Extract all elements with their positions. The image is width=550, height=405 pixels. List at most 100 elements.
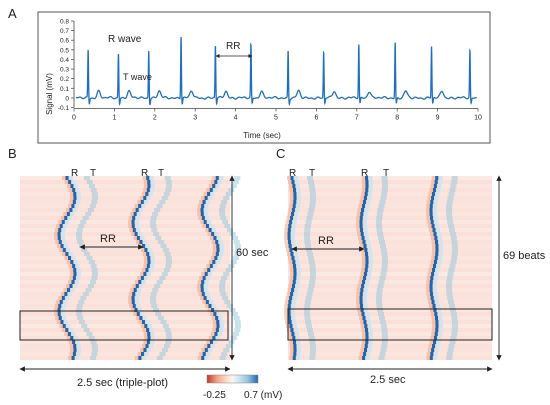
heatmap-post-r <box>368 192 373 196</box>
heatmap-t-wave <box>219 280 226 284</box>
heatmap-post-r <box>208 196 213 200</box>
heatmap-r-peak <box>433 184 437 188</box>
heatmap-post-r <box>74 204 79 208</box>
heatmap-post-r <box>291 316 296 320</box>
heatmap-t-wave <box>450 184 457 188</box>
heatmap-post-r <box>296 188 301 192</box>
heatmap-post-r <box>366 276 371 280</box>
heatmap-c <box>284 176 492 360</box>
heatmap-row <box>20 300 230 304</box>
heatmap-t-wave <box>305 320 312 324</box>
heatmap-r-peak <box>289 324 293 328</box>
heatmap-post-r <box>296 348 301 352</box>
heatmap-post-r <box>204 356 209 360</box>
heatmap-t-wave <box>451 252 458 256</box>
heatmap-t-wave <box>88 336 95 340</box>
colorbar-min-label: -0.25 <box>203 390 226 401</box>
heatmap-t-wave <box>306 216 313 220</box>
peak-label-c-t1: T <box>309 168 315 179</box>
heatmap-r-peak <box>201 356 205 360</box>
heatmap-t-wave <box>451 256 458 260</box>
heatmap-t-wave <box>150 224 157 228</box>
heatmap-r-peak <box>435 252 439 256</box>
heatmap-r-peak <box>204 272 208 276</box>
duration-label-b: 60 sec <box>236 247 269 259</box>
heatmap-r-peak <box>138 280 142 284</box>
heatmap-post-r <box>295 260 300 264</box>
heatmap-post-r <box>367 196 372 200</box>
heatmap-post-r <box>291 236 296 240</box>
heatmap-t-wave <box>165 332 172 336</box>
heatmap-t-wave <box>381 192 388 196</box>
heatmap-r-peak <box>293 196 297 200</box>
heatmap-t-wave <box>449 188 456 192</box>
heatmap-t-wave <box>90 188 97 192</box>
time-span-label-c: 2.5 sec <box>370 374 406 386</box>
heatmap-t-wave <box>155 312 162 316</box>
heatmap-post-r <box>67 216 72 220</box>
heatmap-r-peak <box>132 292 136 296</box>
heatmap-r-peak <box>365 180 369 184</box>
heatmap-post-r <box>436 308 441 312</box>
heatmap-r-peak <box>208 228 212 232</box>
heatmap-t-wave <box>308 184 315 188</box>
heatmap-post-r <box>67 292 72 296</box>
heatmap-r-peak <box>287 240 291 244</box>
heatmap-r-peak <box>434 180 438 184</box>
heatmap-r-peak <box>214 180 218 184</box>
heatmap-t-wave <box>449 340 456 344</box>
heatmap-t-wave <box>378 236 385 240</box>
heatmap-r-peak <box>135 208 139 212</box>
heatmap-row <box>20 264 230 268</box>
heatmap-r-peak <box>363 272 367 276</box>
heatmap-row <box>288 296 492 300</box>
heatmap-r-peak <box>202 276 206 280</box>
heatmap-t-wave <box>376 224 383 228</box>
heatmap-r-peak <box>205 300 209 304</box>
heatmap-post-r <box>363 220 368 224</box>
heatmap-r-peak <box>292 356 296 360</box>
heatmap-t-wave <box>77 316 84 320</box>
ecg-y-tick-label: 0 <box>65 95 69 102</box>
heatmap-post-r <box>434 348 439 352</box>
heatmap-t-wave <box>447 272 454 276</box>
heatmap-post-r <box>76 276 81 280</box>
heatmap-t-wave <box>381 180 388 184</box>
heatmap-t-wave <box>381 184 388 188</box>
heatmap-t-wave <box>304 316 311 320</box>
heatmap-t-wave <box>160 244 167 248</box>
heatmap-post-r <box>296 200 301 204</box>
heatmap-post-r <box>434 196 439 200</box>
heatmap-r-peak <box>365 336 369 340</box>
heatmap-row <box>288 288 492 292</box>
heatmap-post-r <box>215 336 220 340</box>
peak-label-b-t2: T <box>158 168 164 179</box>
heatmap-t-wave <box>76 312 83 316</box>
heatmap-post-r <box>150 264 155 268</box>
heatmap-t-wave <box>308 208 315 212</box>
heatmap-post-r <box>210 268 215 272</box>
heatmap-post-r <box>438 316 443 320</box>
heatmap-post-r <box>65 220 70 224</box>
heatmap-post-r <box>76 196 81 200</box>
heatmap-r-peak <box>291 208 295 212</box>
heatmap-post-r <box>135 224 140 228</box>
heatmap-r-peak <box>134 308 138 312</box>
heatmap-t-wave <box>307 212 314 216</box>
heatmap-post-r <box>218 240 223 244</box>
heatmap-post-r <box>137 308 142 312</box>
heatmap-r-peak <box>361 312 365 316</box>
heatmap-post-r <box>149 252 154 256</box>
heatmap-post-r <box>436 232 441 236</box>
heatmap-r-peak <box>430 220 434 224</box>
heatmap-row <box>20 240 230 244</box>
heatmap-post-r <box>205 292 210 296</box>
heatmap-r-peak <box>433 260 437 264</box>
heatmap-post-r <box>135 292 140 296</box>
heatmap-r-peak <box>133 212 137 216</box>
heatmap-post-r <box>211 304 216 308</box>
heatmap-t-wave <box>88 260 95 264</box>
heatmap-post-r <box>438 328 443 332</box>
heatmap-post-r <box>204 284 209 288</box>
heatmap-t-wave <box>380 272 387 276</box>
